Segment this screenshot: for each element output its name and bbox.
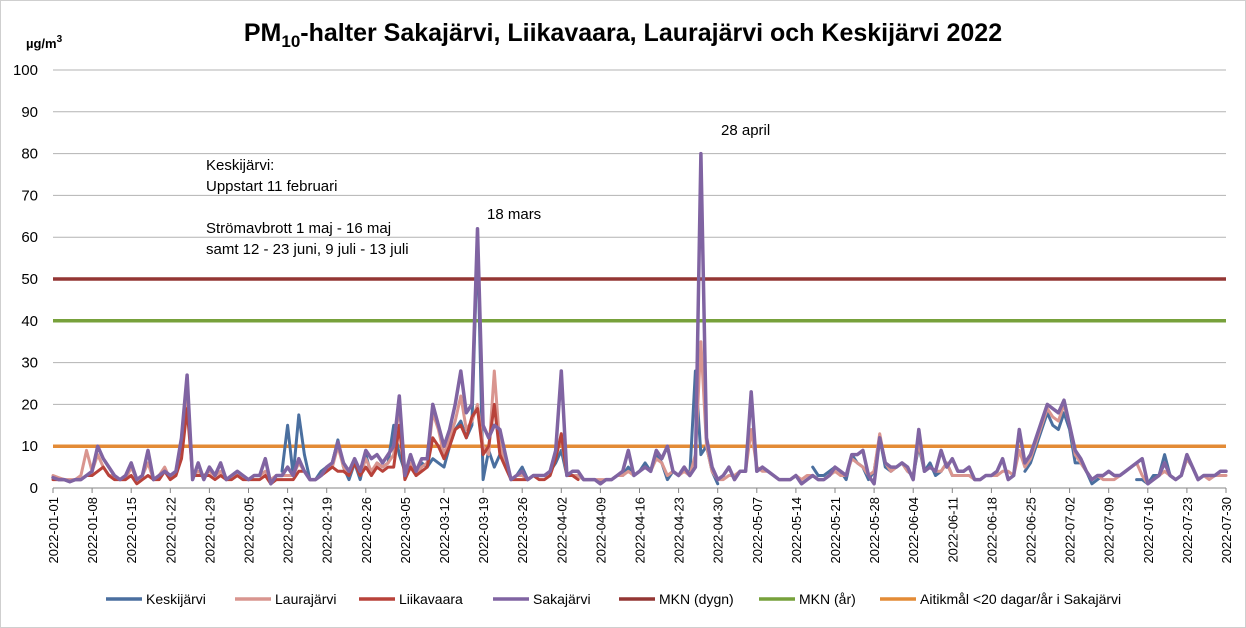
y-tick-label: 100 bbox=[13, 62, 38, 79]
annotation-note: Keskijärvi: Uppstart 11 februari Strömavbr… bbox=[206, 157, 409, 258]
legend-label: Aitikmål <20 dagar/år i Sakajärvi bbox=[920, 591, 1121, 607]
legend-label: Sakajärvi bbox=[533, 591, 591, 607]
legend-label: Keskijärvi bbox=[146, 591, 206, 607]
x-tick-label: 2022-06-04 bbox=[906, 497, 921, 564]
series-line bbox=[1023, 411, 1105, 486]
x-tick-label: 2022-04-09 bbox=[593, 497, 608, 564]
y-tick-label: 70 bbox=[21, 187, 38, 204]
x-tick-label: 2022-07-16 bbox=[1141, 497, 1156, 564]
x-tick-label: 2022-01-29 bbox=[202, 497, 217, 564]
data-series bbox=[51, 151, 1228, 486]
x-tick-label: 2022-04-30 bbox=[711, 497, 726, 564]
x-tick-label: 2022-02-12 bbox=[281, 497, 296, 564]
x-tick-label: 2022-02-26 bbox=[359, 497, 374, 564]
y-tick-label: 90 bbox=[21, 104, 38, 121]
y-tick-label: 20 bbox=[21, 396, 38, 413]
x-tick-label: 2022-07-23 bbox=[1180, 497, 1195, 564]
x-tick-label: 2022-03-19 bbox=[476, 497, 491, 564]
x-tick-label: 2022-06-18 bbox=[984, 497, 999, 564]
x-tick-label: 2022-03-12 bbox=[437, 497, 452, 564]
y-axis-ticks: 0 10 20 30 40 50 60 70 80 90 100 bbox=[13, 62, 38, 497]
annotation-peak-april: 28 april bbox=[721, 122, 770, 139]
x-tick-label: 2022-01-08 bbox=[85, 497, 100, 564]
x-tick-label: 2022-03-26 bbox=[515, 497, 530, 564]
x-axis-ticks: 2022-01-01 2022-01-08 2022-01-15 2022-01-22… bbox=[46, 488, 1234, 564]
annotation-peak-mars: 18 mars bbox=[487, 206, 541, 223]
x-tick-label: 2022-03-05 bbox=[398, 497, 413, 564]
x-tick-label: 2022-01-15 bbox=[124, 497, 139, 564]
chart-title: PM10-halter Sakajärvi, Liikavaara, Laura… bbox=[244, 19, 1002, 51]
series-line bbox=[51, 151, 1228, 486]
x-tick-label: 2022-06-11 bbox=[945, 497, 960, 563]
legend-label: Laurajärvi bbox=[275, 591, 336, 607]
x-tick-label: 2022-02-05 bbox=[242, 497, 257, 564]
x-tick-label: 2022-02-19 bbox=[320, 497, 335, 564]
y-tick-label: 30 bbox=[21, 355, 38, 372]
x-tick-label: 2022-07-30 bbox=[1219, 497, 1234, 564]
x-tick-label: 2022-04-23 bbox=[672, 497, 687, 564]
x-tick-label: 2022-04-16 bbox=[633, 497, 648, 564]
x-tick-label: 2022-05-14 bbox=[789, 497, 804, 564]
reference-lines bbox=[53, 277, 1226, 448]
legend-label: MKN (år) bbox=[799, 591, 856, 607]
x-tick-label: 2022-05-07 bbox=[750, 497, 765, 564]
y-axis-unit: µg/m3 bbox=[26, 34, 63, 51]
y-tick-label: 40 bbox=[21, 313, 38, 330]
x-tick-label: 2022-07-02 bbox=[1063, 497, 1078, 564]
y-tick-label: 80 bbox=[21, 146, 38, 163]
annotations: Keskijärvi: Uppstart 11 februari Strömavbr… bbox=[206, 122, 770, 258]
legend-label: Liikavaara bbox=[399, 591, 463, 607]
x-tick-label: 2022-06-25 bbox=[1024, 497, 1039, 564]
x-tick-label: 2022-05-28 bbox=[867, 497, 882, 564]
y-tick-label: 60 bbox=[21, 229, 38, 246]
legend-label: MKN (dygn) bbox=[659, 591, 734, 607]
y-tick-label: 0 bbox=[30, 480, 38, 497]
legend: Keskijärvi Laurajärvi Liikavaara Sakajärvi M… bbox=[106, 591, 1121, 607]
x-tick-label: 2022-01-01 bbox=[46, 497, 61, 564]
x-tick-label: 2022-01-22 bbox=[163, 497, 178, 564]
y-tick-label: 10 bbox=[21, 438, 38, 455]
x-tick-label: 2022-05-21 bbox=[828, 497, 843, 564]
x-tick-label: 2022-07-09 bbox=[1102, 497, 1117, 564]
y-tick-label: 50 bbox=[21, 271, 38, 288]
x-tick-label: 2022-04-02 bbox=[554, 497, 569, 564]
